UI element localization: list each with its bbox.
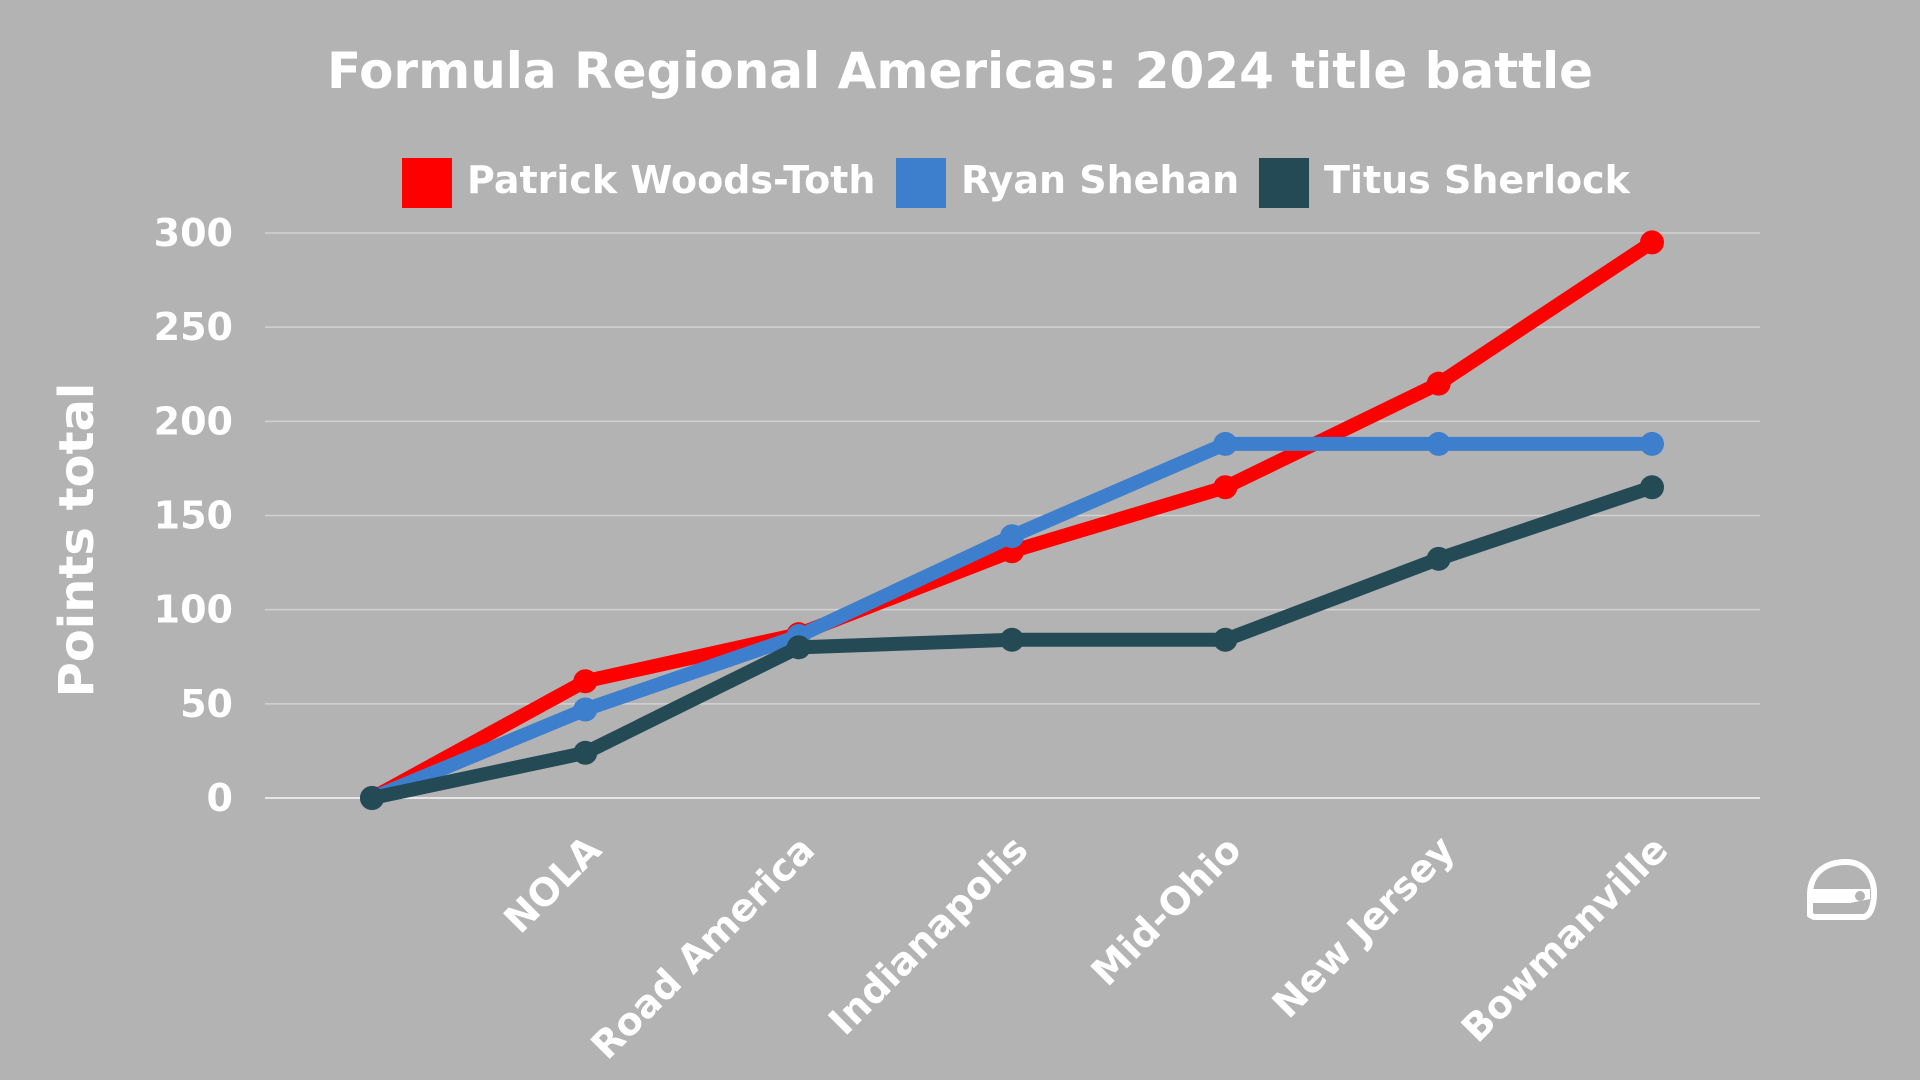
legend: Patrick Woods-Toth Ryan Shehan Titus Sherl…: [402, 158, 1631, 208]
y-tick-label: 150: [154, 494, 233, 538]
legend-swatch: [896, 158, 946, 208]
series: [360, 475, 1664, 810]
data-point: [1426, 546, 1451, 571]
data-point: [573, 740, 598, 765]
legend-swatch: [402, 158, 452, 208]
legend-item: Patrick Woods-Toth: [402, 158, 875, 208]
data-point: [1640, 475, 1664, 500]
data-point: [1640, 230, 1664, 255]
data-point: [1213, 627, 1238, 652]
gridlines: [265, 232, 1760, 799]
y-axis-label: Points total: [49, 383, 105, 698]
chart-title: Formula Regional Americas: 2024 title ba…: [327, 42, 1593, 100]
data-point: [1213, 475, 1238, 500]
legend-label: Patrick Woods-Toth: [467, 158, 875, 202]
legend-label: Titus Sherlock: [1324, 158, 1631, 202]
x-tick-label: Mid-Ohio: [1083, 827, 1250, 994]
series-layer: [360, 230, 1664, 810]
y-tick-label: 0: [207, 776, 233, 820]
y-tick-label: 100: [154, 588, 233, 632]
x-tick-label: Road America: [583, 827, 824, 1068]
data-point: [573, 669, 598, 694]
data-point: [786, 635, 811, 660]
x-tick-label: Indianapolis: [820, 827, 1036, 1043]
data-point: [360, 786, 384, 810]
data-point: [1000, 627, 1024, 652]
y-tick-label: 200: [154, 399, 233, 443]
legend-item: Titus Sherlock: [1259, 158, 1631, 208]
x-tick-label: NOLA: [495, 827, 610, 942]
helmet-icon: [1807, 859, 1877, 920]
legend-item: Ryan Shehan: [896, 158, 1239, 208]
y-tick-label: 50: [180, 682, 233, 726]
data-point: [1213, 431, 1238, 456]
x-tick-label: Bowmanville: [1453, 827, 1677, 1051]
y-tick-label: 300: [154, 211, 233, 255]
data-point: [1426, 371, 1451, 396]
y-tick-label: 250: [154, 305, 233, 349]
series-line: [365, 436, 1659, 805]
y-axis-ticks: 0 50 100 150 200 250 300: [154, 211, 233, 820]
legend-label: Ryan Shehan: [961, 158, 1239, 202]
data-point: [573, 697, 598, 722]
data-point: [1640, 431, 1664, 456]
data-point: [1000, 524, 1024, 549]
x-tick-label: New Jersey: [1264, 827, 1463, 1026]
data-point: [1426, 431, 1451, 456]
legend-swatch: [1259, 158, 1309, 208]
